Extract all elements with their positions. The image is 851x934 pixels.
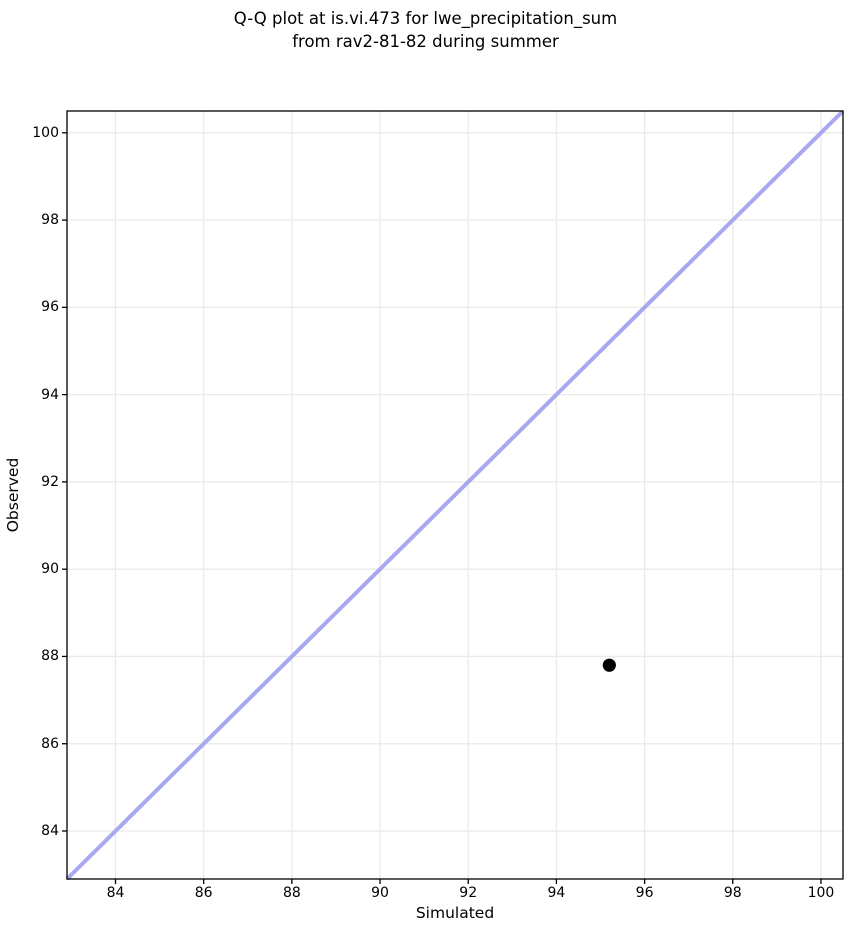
y-tick-label: 86 <box>41 735 59 752</box>
x-tick-label: 90 <box>371 885 389 901</box>
y-tick-label: 88 <box>41 648 59 665</box>
chart-title: Q-Q plot at is.vi.473 for lwe_precipitat… <box>0 7 851 53</box>
x-tick-label: 96 <box>635 885 654 901</box>
x-tick-label: 98 <box>723 885 742 901</box>
x-tick-label: 100 <box>807 885 835 901</box>
chart-title-line-2: from rav2-81-82 during summer <box>292 32 559 51</box>
y-tick-label: 92 <box>41 473 59 490</box>
y-tick-label: 94 <box>41 386 59 403</box>
x-tick-label: 86 <box>194 885 213 901</box>
x-tick-label: 88 <box>282 885 301 901</box>
x-axis-label: Simulated <box>415 904 495 922</box>
x-tick-label: 84 <box>106 885 125 901</box>
x-tick-label: 94 <box>547 885 566 901</box>
y-tick-label: 84 <box>41 823 59 839</box>
y-tick-label: 96 <box>41 299 59 316</box>
y-axis-label: Observed <box>4 457 22 533</box>
y-tick-label: 100 <box>32 124 59 141</box>
plot-border <box>66 110 844 880</box>
chart-title-line-1: Q-Q plot at is.vi.473 for lwe_precipitat… <box>233 9 618 28</box>
identity-line <box>65 109 845 881</box>
y-tick-label: 98 <box>41 212 59 229</box>
data-point <box>602 658 616 672</box>
x-tick-label: 92 <box>459 885 478 901</box>
y-tick-label: 90 <box>41 561 59 578</box>
